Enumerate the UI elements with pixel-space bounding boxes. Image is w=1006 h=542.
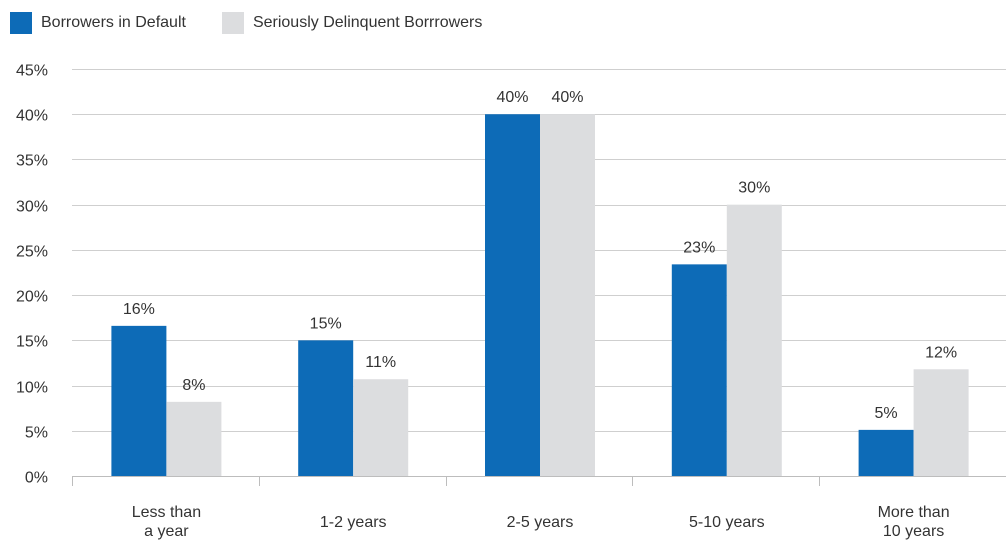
y-tick-label: 45%: [16, 63, 48, 80]
y-tick-label: 30%: [16, 199, 48, 216]
data-label: 5%: [875, 405, 898, 422]
data-label: 30%: [738, 180, 770, 197]
bar-default: [671, 264, 727, 476]
y-tick-label: 15%: [16, 334, 48, 351]
y-tick-label: 0%: [25, 470, 48, 487]
data-label: 23%: [683, 239, 715, 256]
data-label: 40%: [551, 89, 583, 106]
bar-default: [298, 340, 354, 476]
legend-item-default: Borrowers in Default: [10, 12, 186, 34]
data-label: 11%: [365, 354, 396, 371]
y-tick-label: 10%: [16, 380, 48, 397]
legend-swatch-delinquent: [221, 12, 244, 34]
bar-delinquent: [726, 204, 782, 476]
data-label: 15%: [310, 315, 342, 332]
y-tick-label: 35%: [16, 153, 48, 170]
bar-default: [111, 325, 167, 476]
data-label: 40%: [496, 89, 528, 106]
x-category-label: 2-5 years: [507, 514, 574, 531]
bar-delinquent: [540, 114, 595, 476]
bar-delinquent: [353, 379, 409, 476]
data-label: 12%: [925, 344, 957, 361]
chart-legend: Borrowers in Default Seriously Delinquen…: [10, 12, 518, 34]
y-tick-label: 5%: [25, 425, 48, 442]
bar-default: [485, 114, 540, 476]
y-tick-label: 40%: [16, 108, 48, 125]
data-label: 16%: [123, 301, 155, 318]
bar-delinquent: [913, 369, 969, 476]
legend-swatch-default: [10, 12, 32, 34]
y-tick-label: 25%: [16, 244, 48, 261]
bar-delinquent: [166, 401, 222, 476]
bar-default: [858, 429, 914, 476]
y-tick-label: 20%: [16, 289, 48, 306]
data-label: 8%: [182, 377, 205, 394]
legend-item-delinquent: Seriously Delinquent Borrrowers: [221, 12, 483, 34]
x-category-label: Less than a year: [132, 504, 201, 540]
x-category-label: 5-10 years: [689, 514, 765, 531]
x-category-label: 1-2 years: [320, 514, 387, 531]
legend-label-default: Borrowers in Default: [41, 14, 186, 31]
x-category-label: More than 10 years: [878, 504, 950, 540]
legend-label-delinquent: Seriously Delinquent Borrrowers: [252, 14, 483, 31]
